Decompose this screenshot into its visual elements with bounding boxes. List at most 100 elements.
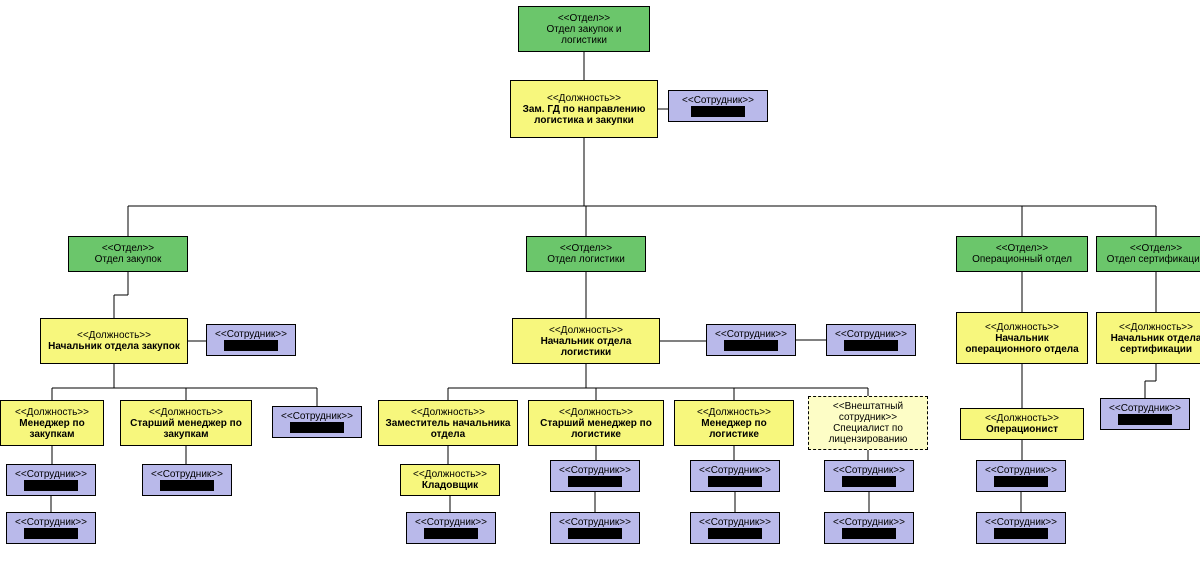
stereotype-label: <<Сотрудник>> xyxy=(833,465,905,476)
redacted-name: XXXXXXXX xyxy=(224,340,277,351)
redacted-name: XXXXXXXX xyxy=(842,528,895,539)
stereotype-label: <<Должность>> xyxy=(149,407,223,418)
stereotype-label: <<Сотрудник>> xyxy=(559,465,631,476)
stereotype-label: <<Должность>> xyxy=(77,330,151,341)
node-pos_log_mgr: <<Должность>>Менеджер по логистике xyxy=(674,400,794,446)
stereotype-label: <<Должность>> xyxy=(549,325,623,336)
stereotype-label: <<Сотрудник>> xyxy=(1109,403,1181,414)
stereotype-label: <<Должность>> xyxy=(411,407,485,418)
stereotype-label: <<Сотрудник>> xyxy=(985,517,1057,528)
node-pos_root: <<Должность>>Зам. ГД по направлению логи… xyxy=(510,80,658,138)
node-emp_log_smgr1: <<Сотрудник>>XXXXXXXX xyxy=(550,460,640,492)
stereotype-label: <<Должность>> xyxy=(15,407,89,418)
redacted-name: XXXXXXXX xyxy=(160,480,213,491)
node-pos_store: <<Должность>>Кладовщик xyxy=(400,464,500,496)
redacted-name: XXXXXXXX xyxy=(691,106,744,117)
stereotype-label: <<Сотрудник>> xyxy=(715,329,787,340)
stereotype-label: <<Сотрудник>> xyxy=(833,517,905,528)
stereotype-label: <<Сотрудник>> xyxy=(281,411,353,422)
node-emp_proc_head: <<Сотрудник>>XXXXXXXX xyxy=(206,324,296,356)
node-emp_log_head2: <<Сотрудник>>XXXXXXXX xyxy=(826,324,916,356)
node-title: Отдел закупок и логистики xyxy=(523,24,645,46)
node-title: Старший менеджер по логистике xyxy=(533,418,659,440)
node-pos_log_head: <<Должность>>Начальник отдела логистики xyxy=(512,318,660,364)
node-emp_log_mgr1: <<Сотрудник>>XXXXXXXX xyxy=(690,460,780,492)
redacted-name: XXXXXXXX xyxy=(994,528,1047,539)
redacted-name: XXXXXXXX xyxy=(708,476,761,487)
node-title: Начальник отдела закупок xyxy=(48,341,180,352)
stereotype-label: <<Отдел>> xyxy=(996,243,1048,254)
node-dept_proc: <<Отдел>>Отдел закупок xyxy=(68,236,188,272)
redacted-name: XXXXXXXX xyxy=(708,528,761,539)
node-title: Отдел закупок xyxy=(95,254,162,265)
node-title: Отдел логистики xyxy=(547,254,625,265)
node-emp_log_head: <<Сотрудник>>XXXXXXXX xyxy=(706,324,796,356)
node-title: Старший менеджер по закупкам xyxy=(125,418,247,440)
node-dept_root: <<Отдел>>Отдел закупок и логистики xyxy=(518,6,650,52)
node-title: Операционист xyxy=(986,424,1058,435)
stereotype-label: <<Должность>> xyxy=(1119,322,1193,333)
node-title: Отдел сертификации xyxy=(1107,254,1200,265)
stereotype-label: сотрудник>> xyxy=(839,412,897,423)
stereotype-label: <<Сотрудник>> xyxy=(682,95,754,106)
node-emp_proc_mgr1: <<Сотрудник>>XXXXXXXX xyxy=(6,464,96,496)
node-title: Зам. ГД по направлению логистика и закуп… xyxy=(515,104,653,126)
node-title: Кладовщик xyxy=(422,480,478,491)
stereotype-label: <<Должность>> xyxy=(985,413,1059,424)
redacted-name: XXXXXXXX xyxy=(568,528,621,539)
node-title: Начальник отдела сертификации xyxy=(1101,333,1200,355)
node-pos_operac: <<Должность>>Операционист xyxy=(960,408,1084,440)
node-emp_proc_smgr1: <<Сотрудник>>XXXXXXXX xyxy=(142,464,232,496)
node-emp_lic1: <<Сотрудник>>XXXXXXXX xyxy=(824,460,914,492)
redacted-name: XXXXXXXX xyxy=(568,476,621,487)
stereotype-label: <<Отдел>> xyxy=(560,243,612,254)
redacted-name: XXXXXXXX xyxy=(842,476,895,487)
redacted-name: XXXXXXXX xyxy=(24,528,77,539)
stereotype-label: <<Сотрудник>> xyxy=(699,517,771,528)
stereotype-label: <<Отдел>> xyxy=(1130,243,1182,254)
node-title: Заместитель начальника отдела xyxy=(383,418,513,440)
node-emp_root: <<Сотрудник>>XXXXXXXX xyxy=(668,90,768,122)
node-emp_cert1: <<Сотрудник>>XXXXXXXX xyxy=(1100,398,1190,430)
stereotype-label: <<Должность>> xyxy=(559,407,633,418)
node-pos_op_head: <<Должность>>Начальник операционного отд… xyxy=(956,312,1088,364)
node-pos_cert_head: <<Должность>>Начальник отдела сертификац… xyxy=(1096,312,1200,364)
redacted-name: XXXXXXXX xyxy=(24,480,77,491)
node-pos_proc_head: <<Должность>>Начальник отдела закупок xyxy=(40,318,188,364)
stereotype-label: <<Сотрудник>> xyxy=(15,517,87,528)
stereotype-label: <<Внештатный xyxy=(833,401,903,412)
stereotype-label: <<Должность>> xyxy=(697,407,771,418)
redacted-name: XXXXXXXX xyxy=(724,340,777,351)
stereotype-label: <<Должность>> xyxy=(413,469,487,480)
redacted-name: XXXXXXXX xyxy=(424,528,477,539)
node-emp_op2: <<Сотрудник>>XXXXXXXX xyxy=(976,512,1066,544)
node-emp_lic2: <<Сотрудник>>XXXXXXXX xyxy=(824,512,914,544)
node-title: Операционный отдел xyxy=(972,254,1072,265)
node-pos_proc_smgr: <<Должность>>Старший менеджер по закупка… xyxy=(120,400,252,446)
node-title: Начальник операционного отдела xyxy=(961,333,1083,355)
stereotype-label: <<Сотрудник>> xyxy=(415,517,487,528)
stereotype-label: <<Сотрудник>> xyxy=(559,517,631,528)
node-title: Менеджер по логистике xyxy=(679,418,789,440)
node-title: Начальник отдела логистики xyxy=(517,336,655,358)
node-emp_store1: <<Сотрудник>>XXXXXXXX xyxy=(406,512,496,544)
node-title: Менеджер по закупкам xyxy=(5,418,99,440)
node-emp_log_mgr2: <<Сотрудник>>XXXXXXXX xyxy=(690,512,780,544)
node-emp_log_smgr2: <<Сотрудник>>XXXXXXXX xyxy=(550,512,640,544)
stereotype-label: <<Сотрудник>> xyxy=(215,329,287,340)
node-pos_log_smgr: <<Должность>>Старший менеджер по логисти… xyxy=(528,400,664,446)
node-emp_proc_extra: <<Сотрудник>>XXXXXXXX xyxy=(272,406,362,438)
stereotype-label: <<Сотрудник>> xyxy=(15,469,87,480)
redacted-name: XXXXXXXX xyxy=(994,476,1047,487)
node-ext_lic: <<Внештатныйсотрудник>>Специалист по лиц… xyxy=(808,396,928,450)
node-title: Специалист по лицензированию xyxy=(813,423,923,445)
stereotype-label: <<Сотрудник>> xyxy=(151,469,223,480)
stereotype-label: <<Сотрудник>> xyxy=(835,329,907,340)
node-dept_cert: <<Отдел>>Отдел сертификации xyxy=(1096,236,1200,272)
node-pos_log_dep: <<Должность>>Заместитель начальника отде… xyxy=(378,400,518,446)
stereotype-label: <<Отдел>> xyxy=(102,243,154,254)
stereotype-label: <<Сотрудник>> xyxy=(985,465,1057,476)
redacted-name: XXXXXXXX xyxy=(1118,414,1171,425)
node-dept_log: <<Отдел>>Отдел логистики xyxy=(526,236,646,272)
stereotype-label: <<Должность>> xyxy=(547,93,621,104)
